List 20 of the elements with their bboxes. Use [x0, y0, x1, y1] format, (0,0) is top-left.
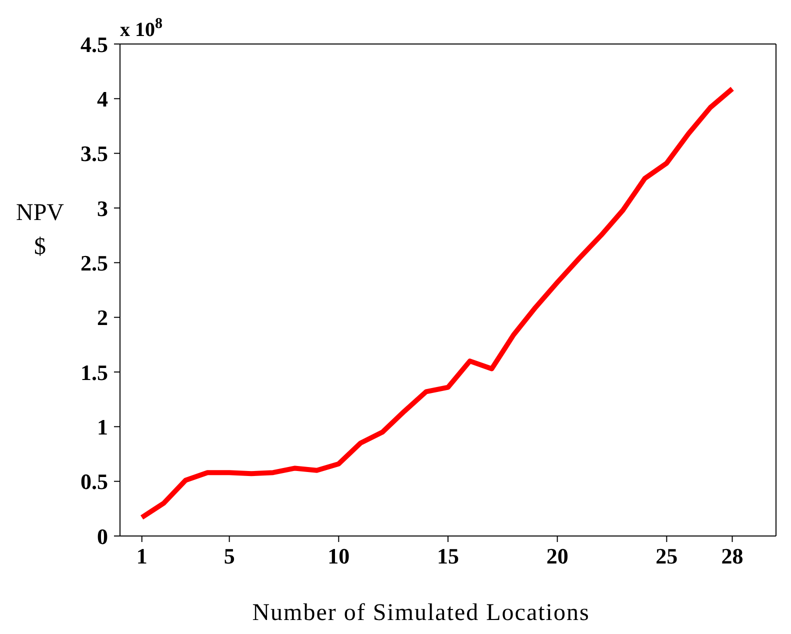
x-tick-label: 25	[656, 544, 678, 569]
y-tick-label: 0.5	[80, 469, 108, 494]
y-tick-label: 4.5	[80, 32, 108, 57]
text: x 10$^{8}$	[120, 16, 162, 41]
y-axis-title: NPV $	[16, 200, 65, 260]
y-tick-label: 2	[97, 305, 108, 330]
y-tick-label: 1.5	[80, 360, 108, 385]
x-tick-label: 20	[546, 544, 568, 569]
y-tick-label: 2.5	[80, 250, 108, 276]
x-tick-label: 15	[437, 544, 459, 569]
x-tick-label: 5	[224, 544, 235, 569]
x-axis-title: Number of Simulated Locations	[252, 600, 590, 626]
x-tick-label: 1	[136, 544, 148, 569]
y-tick-label: 3	[97, 196, 108, 221]
y-tick-label: 1	[97, 414, 108, 440]
y-tick-label: 3.5	[80, 141, 108, 166]
y-tick-label: 4	[97, 86, 108, 112]
x-tick-label: 28	[721, 544, 744, 569]
y-tick-label: 0	[97, 524, 108, 549]
x-tick-label: 10	[328, 544, 350, 569]
